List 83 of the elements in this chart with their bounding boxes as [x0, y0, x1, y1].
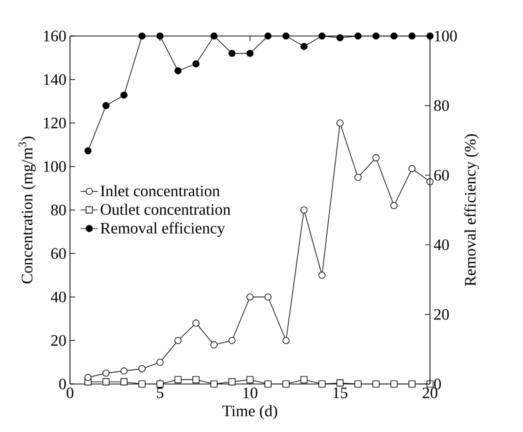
point [354, 174, 362, 181]
point [192, 320, 200, 327]
point [390, 202, 398, 210]
point [156, 32, 164, 40]
point [336, 34, 344, 42]
point [174, 336, 182, 344]
y-tick-label: 120 [44, 118, 66, 128]
y-tick-label: 80 [51, 204, 66, 216]
legend-label: Removal efficiency [100, 222, 226, 237]
x-axis-title: Time (d) [222, 405, 278, 420]
point [300, 376, 308, 384]
y2-tick-label: 60 [434, 170, 449, 181]
point [300, 206, 308, 214]
point [282, 380, 290, 388]
y-tick-label: 140 [44, 74, 66, 85]
point [300, 42, 308, 50]
x-tick-label: 10 [243, 388, 258, 398]
point [426, 32, 434, 40]
y2-tick-label: 40 [434, 239, 449, 250]
point [138, 365, 146, 372]
point [120, 92, 128, 99]
point [138, 32, 146, 40]
point [318, 272, 326, 279]
point [282, 336, 290, 344]
point [264, 380, 272, 388]
x-tick-label: 0 [66, 388, 74, 398]
point [228, 378, 236, 386]
point [192, 376, 200, 384]
point [264, 32, 272, 40]
point [408, 165, 416, 172]
legend-label: Outlet concentration [100, 204, 230, 215]
point [228, 50, 236, 57]
y2-tick-label: 20 [434, 309, 449, 320]
point [156, 358, 164, 366]
point [336, 379, 344, 386]
x-tick-label: 5 [156, 388, 164, 398]
y-tick-label: 60 [51, 248, 66, 259]
y-tick-label: 160 [44, 30, 66, 42]
point [318, 380, 326, 388]
x-tick-label: 15 [333, 388, 348, 398]
point [408, 380, 416, 388]
point [372, 32, 380, 40]
y-tick-label: 0 [59, 378, 66, 390]
point [102, 378, 110, 386]
point [84, 374, 92, 382]
point [174, 67, 182, 74]
y2-tick-label: 80 [434, 100, 449, 111]
point [390, 32, 398, 40]
y2-tick-label: 0 [434, 378, 441, 390]
y-tick-label: 100 [44, 161, 66, 172]
point [246, 50, 254, 57]
y2-axis-title: Removal efficiency (%) [464, 134, 479, 286]
point [354, 32, 362, 40]
point [192, 60, 200, 68]
point [372, 380, 380, 388]
point [318, 32, 326, 40]
point [408, 32, 416, 40]
point [228, 336, 236, 344]
point [354, 380, 362, 388]
point [372, 154, 380, 162]
y-axis-title: Concentration (mg/m$^{3}$) [18, 136, 36, 284]
point [156, 380, 164, 388]
point [102, 102, 110, 110]
point [102, 370, 110, 377]
x-tick-label: 20 [422, 388, 438, 398]
point [210, 341, 218, 348]
y-tick-label: 40 [50, 292, 66, 302]
point [174, 376, 182, 384]
point [264, 293, 272, 301]
point [390, 380, 398, 388]
point [246, 293, 254, 301]
point [210, 380, 218, 388]
point [246, 376, 254, 384]
y-tick-label: 20 [51, 335, 66, 346]
point [210, 32, 218, 40]
point [336, 119, 344, 127]
point [282, 32, 290, 40]
point [84, 147, 92, 154]
point [120, 367, 128, 374]
y2-tick-label: 100 [434, 30, 457, 42]
legend-label: Inlet concentration [100, 185, 220, 196]
point [138, 380, 146, 388]
point [120, 378, 128, 386]
